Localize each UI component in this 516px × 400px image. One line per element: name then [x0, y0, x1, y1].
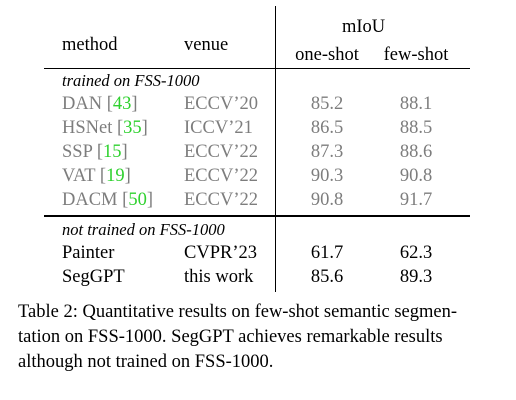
venue-cell: ICCV’21 — [184, 118, 253, 138]
one-shot-value: 86.5 — [310, 118, 344, 138]
one-shot-value: 61.7 — [310, 243, 344, 263]
group-rule — [44, 215, 470, 217]
method-name: VAT [19] — [62, 166, 131, 186]
caption-line: although not trained on FSS-1000. — [18, 352, 274, 372]
venue-cell: ECCV’22 — [184, 166, 258, 186]
few-shot-value: 88.6 — [399, 142, 433, 162]
citation-link[interactable]: 35 — [123, 118, 142, 138]
one-shot-value: 90.3 — [310, 166, 344, 186]
few-shot-value: 88.5 — [399, 118, 433, 138]
venue-cell: this work — [184, 267, 254, 287]
column-divider — [275, 6, 276, 292]
few-shot-value: 88.1 — [399, 94, 433, 114]
header-method: method — [62, 35, 118, 55]
method-name: DACM [50] — [62, 190, 153, 210]
one-shot-value: 85.6 — [310, 267, 344, 287]
method-name: SSP [15] — [62, 142, 128, 162]
one-shot-value: 85.2 — [310, 94, 344, 114]
venue-cell: ECCV’22 — [184, 142, 258, 162]
few-shot-value: 91.7 — [399, 190, 433, 210]
header-miou: mIoU — [342, 17, 386, 37]
results-table: method venue mIoU one-shot few-shot trai… — [44, 6, 470, 292]
citation-link[interactable]: 43 — [112, 94, 132, 114]
method-name: HSNet [35] — [62, 118, 148, 138]
venue-cell: ECCV’20 — [184, 94, 258, 114]
caption-line: Table 2: Quantitative results on few-sho… — [18, 302, 457, 322]
group-label-not-trained: not trained on FSS-1000 — [62, 220, 225, 239]
citation-link[interactable]: 15 — [102, 142, 122, 162]
method-name: SegGPT — [62, 267, 125, 287]
few-shot-value: 90.8 — [399, 166, 433, 186]
citation-link[interactable]: 50 — [128, 190, 147, 210]
few-shot-value: 89.3 — [399, 267, 433, 287]
method-name: DAN [43] — [62, 94, 138, 114]
header-one-shot: one-shot — [295, 45, 359, 65]
caption-line: tation on FSS-1000. SegGPT achieves rema… — [18, 327, 443, 347]
group-label-trained: trained on FSS-1000 — [62, 71, 200, 90]
citation-link[interactable]: 19 — [106, 166, 125, 186]
few-shot-value: 62.3 — [399, 243, 433, 263]
one-shot-value: 90.8 — [310, 190, 344, 210]
header-few-shot: few-shot — [383, 45, 449, 65]
venue-cell: CVPR’23 — [184, 243, 257, 263]
table-caption: Table 2: Quantitative results on few-sho… — [18, 300, 498, 375]
one-shot-value: 87.3 — [310, 142, 344, 162]
venue-cell: ECCV’22 — [184, 190, 258, 210]
header-venue: venue — [184, 35, 229, 55]
method-name: Painter — [62, 243, 115, 263]
header-rule — [44, 68, 470, 69]
